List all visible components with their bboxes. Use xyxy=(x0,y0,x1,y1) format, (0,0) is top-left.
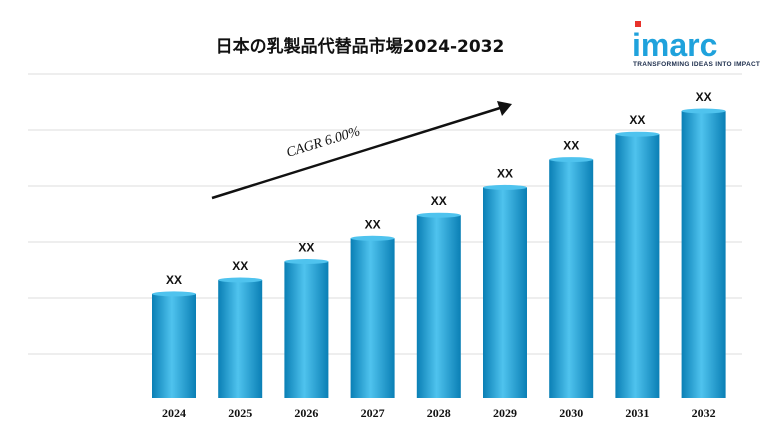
bars xyxy=(152,108,726,398)
x-tick-label: 2031 xyxy=(625,406,649,420)
bar-cap xyxy=(681,108,726,114)
value-label: XX xyxy=(629,113,645,127)
x-tick-label: 2024 xyxy=(162,406,186,420)
x-tick-label: 2029 xyxy=(493,406,517,420)
cagr-arrow-head xyxy=(497,101,512,116)
cagr-arrow-line xyxy=(211,106,501,200)
x-tick-label: 2026 xyxy=(294,406,318,420)
x-tick-label: 2032 xyxy=(692,406,716,420)
bar-cap xyxy=(218,277,263,283)
brand-logo: imarc TRANSFORMING IDEAS INTO IMPACT xyxy=(632,21,760,68)
value-label: XX xyxy=(431,194,447,208)
value-label: XX xyxy=(298,241,314,255)
bar-cap xyxy=(615,131,660,137)
bar-body xyxy=(350,238,395,398)
bar-body xyxy=(549,159,594,398)
bar-body xyxy=(615,134,660,398)
bar-body xyxy=(284,261,329,398)
value-label: XX xyxy=(232,259,248,273)
bar-body xyxy=(218,280,263,398)
bar-cap xyxy=(152,291,196,297)
brand-name: imarc xyxy=(632,27,717,63)
bar xyxy=(483,184,527,398)
bar-cap xyxy=(483,184,527,190)
value-labels: XX XX XX XX XX XX XX XX XX xyxy=(166,90,712,287)
value-label: XX xyxy=(365,217,381,231)
bar xyxy=(218,277,263,398)
value-label: XX xyxy=(563,139,579,153)
bar xyxy=(416,212,461,398)
chart-title: 日本の乳製品代替品市場2024-2032 xyxy=(216,36,505,57)
bar-body xyxy=(152,293,196,398)
x-tick-label: 2025 xyxy=(228,406,252,420)
value-label: XX xyxy=(497,166,513,180)
bar-cap xyxy=(549,157,594,163)
brand-tagline: TRANSFORMING IDEAS INTO IMPACT xyxy=(633,61,760,68)
bar xyxy=(549,157,594,398)
value-label: XX xyxy=(166,273,182,287)
bar xyxy=(681,108,726,398)
bar-cap xyxy=(350,235,395,241)
x-tick-label: 2027 xyxy=(361,406,385,420)
bar-body xyxy=(483,187,527,398)
bar-cap xyxy=(284,259,329,264)
value-label: XX xyxy=(696,90,712,104)
bar xyxy=(350,235,395,398)
bar-body xyxy=(681,111,726,398)
bar-body xyxy=(416,215,461,398)
bar xyxy=(152,291,196,398)
x-tick-label: 2030 xyxy=(559,406,583,420)
x-axis-ticks: 2024 2025 2026 2027 2028 2029 2030 2031 2032 xyxy=(162,406,716,420)
brand-dot-icon xyxy=(635,21,641,27)
x-tick-label: 2028 xyxy=(427,406,451,420)
cagr-arrow xyxy=(211,101,512,200)
bar-cap xyxy=(416,212,461,218)
bar xyxy=(615,131,660,398)
bar xyxy=(284,259,329,398)
